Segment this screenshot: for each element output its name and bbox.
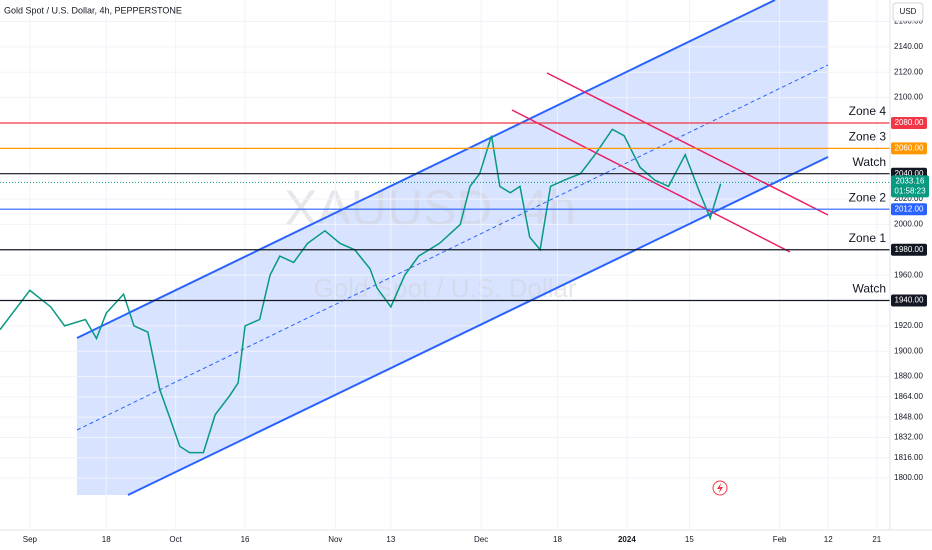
zone-label: Zone 4 <box>849 104 887 118</box>
zone-label: Watch <box>852 155 886 169</box>
x-tick-label: 13 <box>386 535 395 544</box>
y-tick-label: 2000.00 <box>894 220 923 229</box>
zone-label: Zone 1 <box>849 231 887 245</box>
y-tick-label: 1832.00 <box>894 433 923 442</box>
x-tick-label: 16 <box>241 535 250 544</box>
zone-tag-label: 2080.00 <box>895 118 924 127</box>
watermark: XAUUSD, 4h <box>284 180 576 236</box>
y-tick-label: 2100.00 <box>894 93 923 102</box>
zone-tag-label: 1940.00 <box>895 296 924 305</box>
price-line <box>0 128 722 454</box>
countdown: 01:58:23 <box>894 186 926 195</box>
zone-tag <box>891 142 927 155</box>
x-tick-label: Oct <box>169 535 182 544</box>
chart-title: Gold Spot / U.S. Dollar, 4h, PEPPERSTONE <box>4 5 182 15</box>
x-tick-label: 12 <box>824 535 833 544</box>
zone-label: Zone 2 <box>849 190 887 204</box>
x-tick-label: Sep <box>23 535 38 544</box>
y-tick-label: 2120.00 <box>894 67 923 76</box>
zone-label: Watch <box>852 282 886 296</box>
zone-tag-label: 1980.00 <box>895 245 924 254</box>
x-tick-label: 21 <box>872 535 881 544</box>
zone-tag-label: 2040.00 <box>895 169 924 178</box>
plot: Zone 4 Zone 3 Watch Zone 2 Zone 1 Watch <box>0 104 890 454</box>
channel-mid <box>76 64 829 431</box>
axis-labels: 1800.00 1816.00 1832.00 1848.00 1864.00 1880.… <box>23 17 929 544</box>
channel-fill <box>77 0 828 495</box>
price-axis <box>890 0 932 530</box>
current-price-tag <box>891 175 929 198</box>
x-tick-label: Dec <box>474 535 488 544</box>
zone-tag <box>891 294 927 307</box>
y-tick-label: 1920.00 <box>894 321 923 330</box>
current-price-label: 2033.16 <box>896 176 925 185</box>
x-tick-label: 18 <box>102 535 111 544</box>
currency: USD <box>900 7 917 16</box>
channel-upper <box>76 0 776 339</box>
zone-tag <box>891 203 927 216</box>
x-tick-label: Nov <box>328 535 342 544</box>
watermark-subtitle: Gold Spot / U.S. Dollar <box>314 273 577 303</box>
trend-line <box>546 72 829 216</box>
y-tick-label: 1848.00 <box>894 412 923 421</box>
zone-tag-label: 2012.00 <box>895 204 924 213</box>
y-tick-label: 1960.00 <box>894 270 923 279</box>
trend-line <box>511 109 791 253</box>
x-tick-label: 2024 <box>618 535 636 544</box>
y-tick-label: 2020.00 <box>894 194 923 203</box>
y-tick-label: 1864.00 <box>894 392 923 401</box>
y-tick-label: 1900.00 <box>894 346 923 355</box>
x-tick-label: 18 <box>553 535 562 544</box>
zone-tag <box>891 116 927 129</box>
x-tick-label: 15 <box>685 535 694 544</box>
alert-icon-bolt <box>717 483 723 493</box>
zone-tag <box>891 243 927 256</box>
y-tick-label: 1800.00 <box>894 473 923 482</box>
zone-tag-label: 2060.00 <box>895 143 924 152</box>
y-tick-label: 1880.00 <box>894 372 923 381</box>
zone-label: Zone 3 <box>849 130 887 144</box>
y-tick-label: 2140.00 <box>894 42 923 51</box>
x-tick-label: Feb <box>773 535 787 544</box>
currency-box[interactable] <box>892 2 924 22</box>
y-tick-label: 1816.00 <box>894 453 923 462</box>
